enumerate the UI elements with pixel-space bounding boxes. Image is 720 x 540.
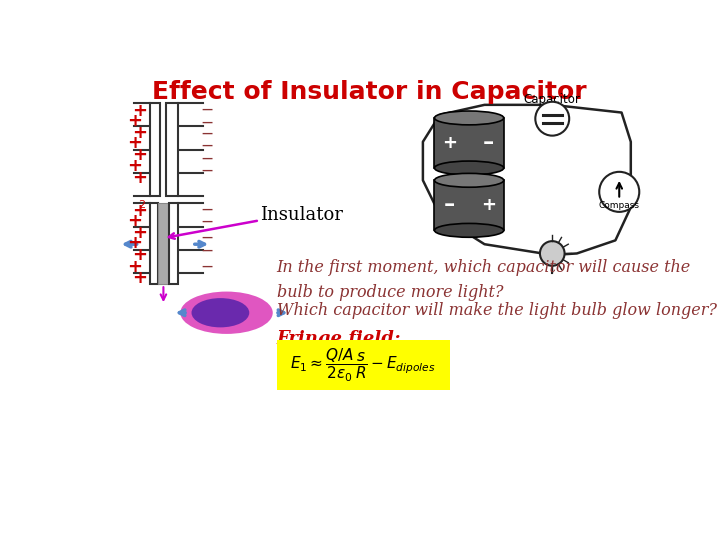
Bar	[166, 103, 178, 195]
Ellipse shape	[192, 298, 249, 327]
Text: —: —	[202, 261, 213, 272]
Text: —: —	[202, 165, 213, 176]
Text: —: —	[202, 154, 213, 164]
Text: +: +	[132, 146, 147, 164]
Text: —: —	[202, 104, 213, 114]
Ellipse shape	[434, 161, 504, 175]
Bar	[150, 204, 158, 284]
Text: 2: 2	[138, 200, 145, 210]
Ellipse shape	[434, 224, 504, 237]
Ellipse shape	[434, 173, 504, 187]
Circle shape	[599, 172, 639, 212]
Text: In the first moment, which capacitor will cause the
bulb to produce more light?: In the first moment, which capacitor wil…	[276, 259, 691, 301]
Text: Fringe field:: Fringe field:	[276, 330, 401, 348]
Text: +: +	[127, 258, 142, 275]
Circle shape	[540, 241, 564, 266]
Text: Insulator: Insulator	[260, 206, 343, 224]
Text: —: —	[202, 140, 213, 151]
Text: +: +	[132, 224, 147, 242]
Text: +: +	[442, 134, 457, 152]
Text: —: —	[202, 217, 213, 227]
Ellipse shape	[180, 292, 273, 334]
Text: +: +	[481, 197, 496, 214]
Bar	[276, 340, 450, 390]
Bar	[434, 180, 504, 231]
Text: +: +	[132, 124, 147, 141]
Text: Which capacitor will make the light bulb glow longer?: Which capacitor will make the light bulb…	[276, 302, 716, 319]
Text: —: —	[202, 205, 213, 214]
Text: Effect of Insulator in Capacitor: Effect of Insulator in Capacitor	[152, 80, 586, 104]
Text: +: +	[127, 212, 142, 230]
Text: +: +	[127, 134, 142, 152]
Bar	[158, 204, 168, 284]
Text: +: +	[127, 158, 142, 176]
Text: Capacitor: Capacitor	[524, 93, 581, 106]
Text: —: —	[202, 129, 213, 139]
Circle shape	[535, 102, 570, 136]
Text: +: +	[127, 112, 142, 130]
Text: —: —	[202, 246, 213, 256]
Text: +: +	[132, 169, 147, 187]
Bar	[434, 118, 504, 168]
Text: +: +	[127, 234, 142, 252]
Text: $E_1 \approx \dfrac{Q/A}{2\varepsilon_0}\dfrac{s}{R} - E_{dipoles}$: $E_1 \approx \dfrac{Q/A}{2\varepsilon_0}…	[290, 346, 436, 384]
Text: +: +	[132, 246, 147, 264]
Text: +: +	[132, 269, 147, 287]
Ellipse shape	[434, 111, 504, 125]
Text: –: –	[482, 133, 494, 153]
Text: Compass: Compass	[599, 201, 640, 210]
Text: +: +	[132, 102, 147, 120]
Text: —: —	[202, 233, 213, 243]
Bar	[168, 204, 178, 284]
Bar	[150, 103, 160, 195]
Text: –: –	[444, 195, 456, 215]
Text: —: —	[202, 118, 213, 127]
Text: +: +	[132, 202, 147, 220]
